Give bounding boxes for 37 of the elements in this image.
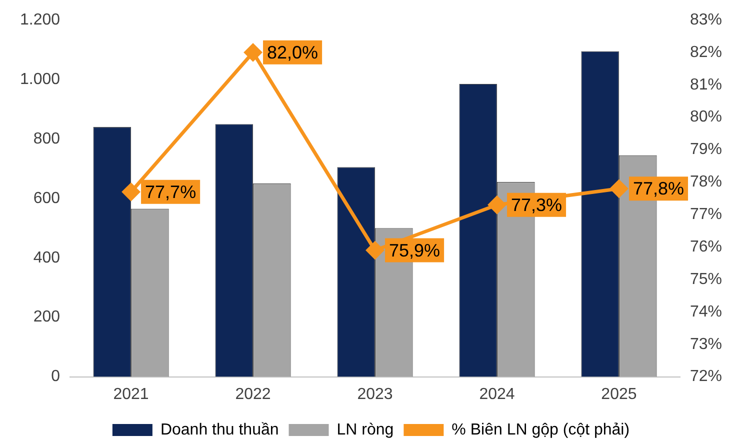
y2-tick-label: 75% (690, 270, 722, 288)
data-label: 75,9% (389, 240, 440, 260)
y-tick-label: 600 (33, 190, 60, 207)
y2-tick-label: 80% (690, 108, 722, 126)
y2-tick-label: 74% (690, 303, 722, 320)
point (244, 44, 262, 62)
point (488, 196, 506, 214)
y2-tick-label: 77% (690, 206, 722, 224)
x-tick-label: 2024 (479, 386, 515, 403)
y2-tick-label: 83% (690, 11, 722, 28)
y-tick-label: 800 (33, 130, 60, 148)
x-tick-label: 2025 (601, 386, 637, 403)
data-label: 77,3% (510, 194, 562, 215)
y-tick-label: 1.200 (20, 11, 60, 28)
point (366, 242, 384, 260)
x-tick-label: 2023 (357, 386, 393, 403)
y2-tick-label: 78% (690, 174, 722, 191)
y2-tick-label: 82% (690, 44, 722, 61)
legend-label: Doanh thu thuần (160, 421, 279, 438)
legend-label: % Biên LN gộp (cột phải) (452, 421, 630, 438)
legend-label: LN ròng (336, 421, 394, 438)
y2-tick-label: 76% (690, 238, 722, 256)
data-label: 77,7% (145, 182, 196, 202)
point (122, 183, 140, 201)
data-label: 77,8% (632, 178, 684, 199)
y-tick-label: 400 (33, 249, 60, 266)
data-label: 82,0% (267, 42, 318, 62)
y2-tick-label: 81% (690, 76, 722, 94)
x-tick-label: 2022 (235, 386, 271, 403)
y-tick-label: 1.000 (20, 70, 60, 88)
x-tick-label: 2021 (113, 386, 149, 403)
y-tick-label: 0 (51, 368, 60, 386)
y2-tick-label: 73% (690, 336, 722, 353)
point (610, 180, 628, 198)
y2-tick-label: 72% (690, 368, 722, 386)
y-tick-label: 200 (33, 308, 60, 326)
y2-tick-label: 79% (690, 141, 722, 158)
